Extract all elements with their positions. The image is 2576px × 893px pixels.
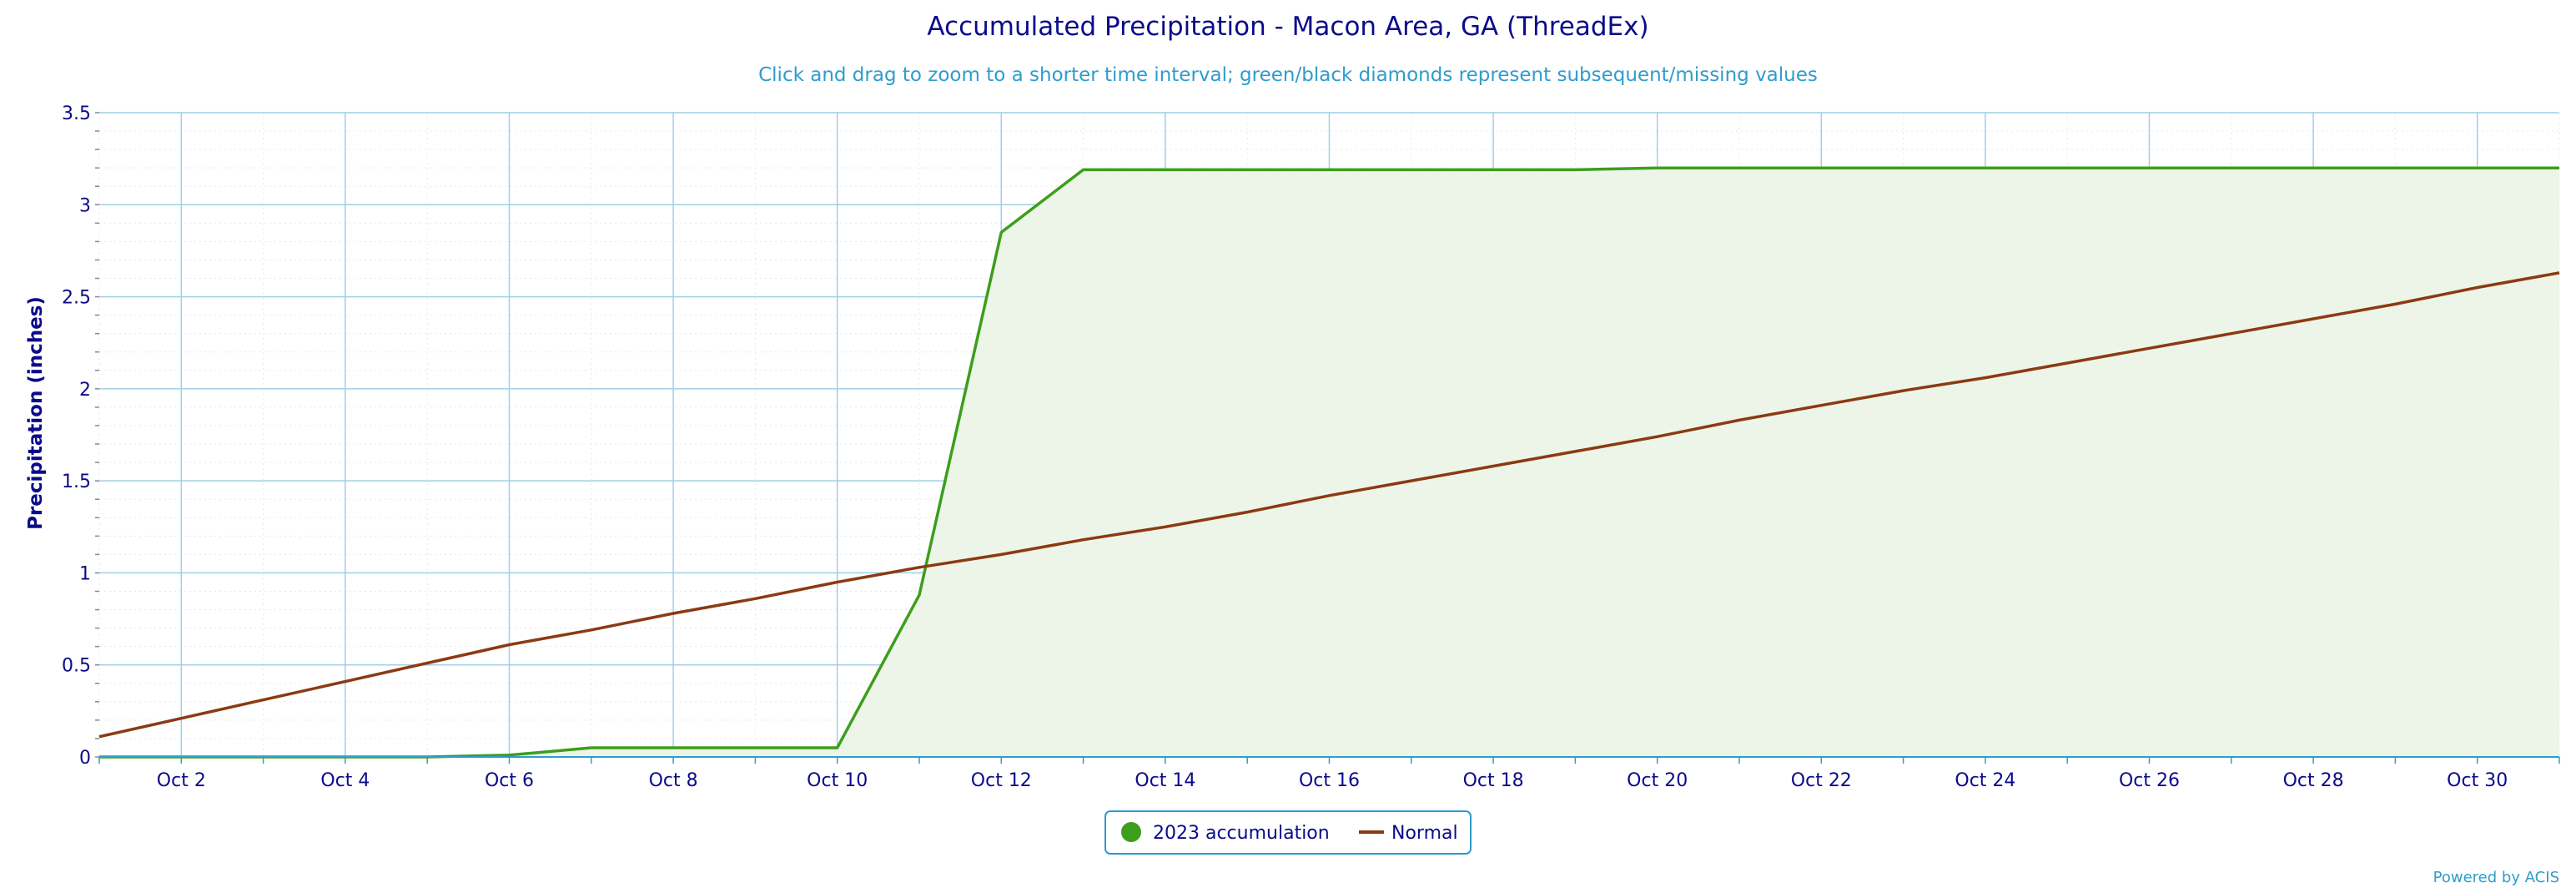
data-point[interactable] <box>340 677 350 687</box>
data-point[interactable] <box>2554 163 2564 173</box>
x-tick-label: Oct 18 <box>1463 770 1524 791</box>
data-point[interactable] <box>668 608 678 618</box>
y-tick-label: 1 <box>79 563 91 584</box>
x-tick-label: Oct 28 <box>2283 770 2344 791</box>
data-point[interactable] <box>1160 522 1170 532</box>
data-point[interactable] <box>914 563 924 573</box>
data-point[interactable] <box>1242 507 1252 517</box>
data-point[interactable] <box>1488 461 1498 471</box>
legend-item-accumulation[interactable]: 2023 accumulation <box>1121 822 1330 844</box>
x-tick-label: Oct 10 <box>807 770 868 791</box>
data-point[interactable] <box>914 590 924 600</box>
data-point[interactable] <box>750 743 760 753</box>
series-line-0[interactable] <box>99 166 2559 759</box>
data-point[interactable] <box>1653 163 1663 173</box>
y-tick-label: 2 <box>79 380 91 401</box>
data-point[interactable] <box>586 743 596 753</box>
legend-label-accumulation: 2023 accumulation <box>1153 823 1330 844</box>
data-point[interactable] <box>1816 401 1826 411</box>
data-point[interactable] <box>2390 163 2400 173</box>
x-tick-label: Oct 22 <box>1791 770 1852 791</box>
y-tick-label: 2.5 <box>62 288 91 309</box>
legend-item-normal[interactable]: Normal <box>1359 823 1458 844</box>
legend-box <box>1104 810 1472 855</box>
data-point[interactable] <box>2226 329 2236 339</box>
x-tick-label: Oct 20 <box>1627 770 1688 791</box>
legend-swatch-accumulation <box>1121 822 1141 842</box>
data-point[interactable] <box>2145 343 2155 353</box>
data-point[interactable] <box>1816 163 1826 173</box>
y-tick-label: 1.5 <box>62 472 91 492</box>
x-tick-label: Oct 16 <box>1299 770 1360 791</box>
data-point[interactable] <box>1160 164 1170 174</box>
data-point[interactable] <box>2062 358 2072 368</box>
data-point[interactable] <box>2390 299 2400 309</box>
data-point[interactable] <box>1734 415 1744 425</box>
data-point[interactable] <box>1406 164 1416 174</box>
data-point[interactable] <box>833 743 843 753</box>
y-axis-title: Precipitation (inches) <box>25 296 47 530</box>
data-point[interactable] <box>1079 535 1089 545</box>
x-tick-label: Oct 4 <box>320 770 370 791</box>
data-point[interactable] <box>1406 476 1416 486</box>
data-point[interactable] <box>1325 164 1335 174</box>
x-tick-label: Oct 12 <box>971 770 1032 791</box>
y-tick-label: 3 <box>79 195 91 216</box>
credit-link[interactable]: Powered by ACIS <box>2433 869 2559 886</box>
series-line-1[interactable] <box>98 271 2560 739</box>
data-point[interactable] <box>2145 163 2155 173</box>
x-tick-label: Oct 8 <box>649 770 698 791</box>
legend[interactable]: 2023 accumulation Normal <box>1104 810 1472 855</box>
y-tick-label: 3.5 <box>62 103 91 124</box>
x-axis-ticks: Oct 2 Oct 4 Oct 6 Oct 8 Oct 10 Oct 12 Oct 14 Oc… <box>98 757 2560 791</box>
series-lines <box>94 163 2564 759</box>
data-point[interactable] <box>750 593 760 603</box>
legend-label-normal: Normal <box>1391 823 1458 844</box>
data-point[interactable] <box>1570 164 1580 174</box>
y-tick-label: 0 <box>79 748 91 769</box>
y-tick-label: 0.5 <box>62 656 91 677</box>
chart-title: Accumulated Precipitation - Macon Area, … <box>927 12 1648 42</box>
data-point[interactable] <box>1242 164 1252 174</box>
data-point[interactable] <box>996 549 1006 559</box>
data-point[interactable] <box>2554 268 2564 278</box>
x-tick-label: Oct 24 <box>1955 770 2015 791</box>
data-point[interactable] <box>586 625 596 635</box>
data-point[interactable] <box>1980 373 1990 383</box>
x-tick-label: Oct 26 <box>2119 770 2180 791</box>
accumulation-area <box>99 168 2559 757</box>
data-point[interactable] <box>2062 163 2072 173</box>
data-point[interactable] <box>1325 491 1335 501</box>
data-point[interactable] <box>505 639 515 649</box>
data-point[interactable] <box>1899 163 1909 173</box>
data-point[interactable] <box>176 714 186 724</box>
series-area-0 <box>99 168 2559 757</box>
data-point[interactable] <box>259 695 269 705</box>
data-point[interactable] <box>1488 164 1498 174</box>
data-point[interactable] <box>2308 163 2318 173</box>
chart-subtitle: Click and drag to zoom to a shorter time… <box>758 64 1818 86</box>
data-point[interactable] <box>2226 163 2236 173</box>
x-tick-label: Oct 30 <box>2447 770 2508 791</box>
data-point[interactable] <box>833 577 843 587</box>
data-point[interactable] <box>422 658 432 668</box>
data-point[interactable] <box>2473 283 2483 293</box>
data-point[interactable] <box>1734 163 1744 173</box>
data-point[interactable] <box>2473 163 2483 173</box>
data-point[interactable] <box>1079 164 1089 174</box>
data-point[interactable] <box>94 732 104 742</box>
y-axis-ticks: 0 0.5 1 1.5 2 2.5 3 3.5 <box>62 103 99 769</box>
data-point[interactable] <box>1570 446 1580 457</box>
x-tick-label: Oct 2 <box>157 770 206 791</box>
data-point[interactable] <box>2308 314 2318 324</box>
data-point[interactable] <box>668 743 678 753</box>
data-point[interactable] <box>1899 386 1909 396</box>
x-tick-label: Oct 6 <box>485 770 534 791</box>
data-point[interactable] <box>996 227 1006 237</box>
data-point[interactable] <box>1653 431 1663 441</box>
data-point[interactable] <box>1980 163 1990 173</box>
x-tick-label: Oct 14 <box>1135 770 1195 791</box>
